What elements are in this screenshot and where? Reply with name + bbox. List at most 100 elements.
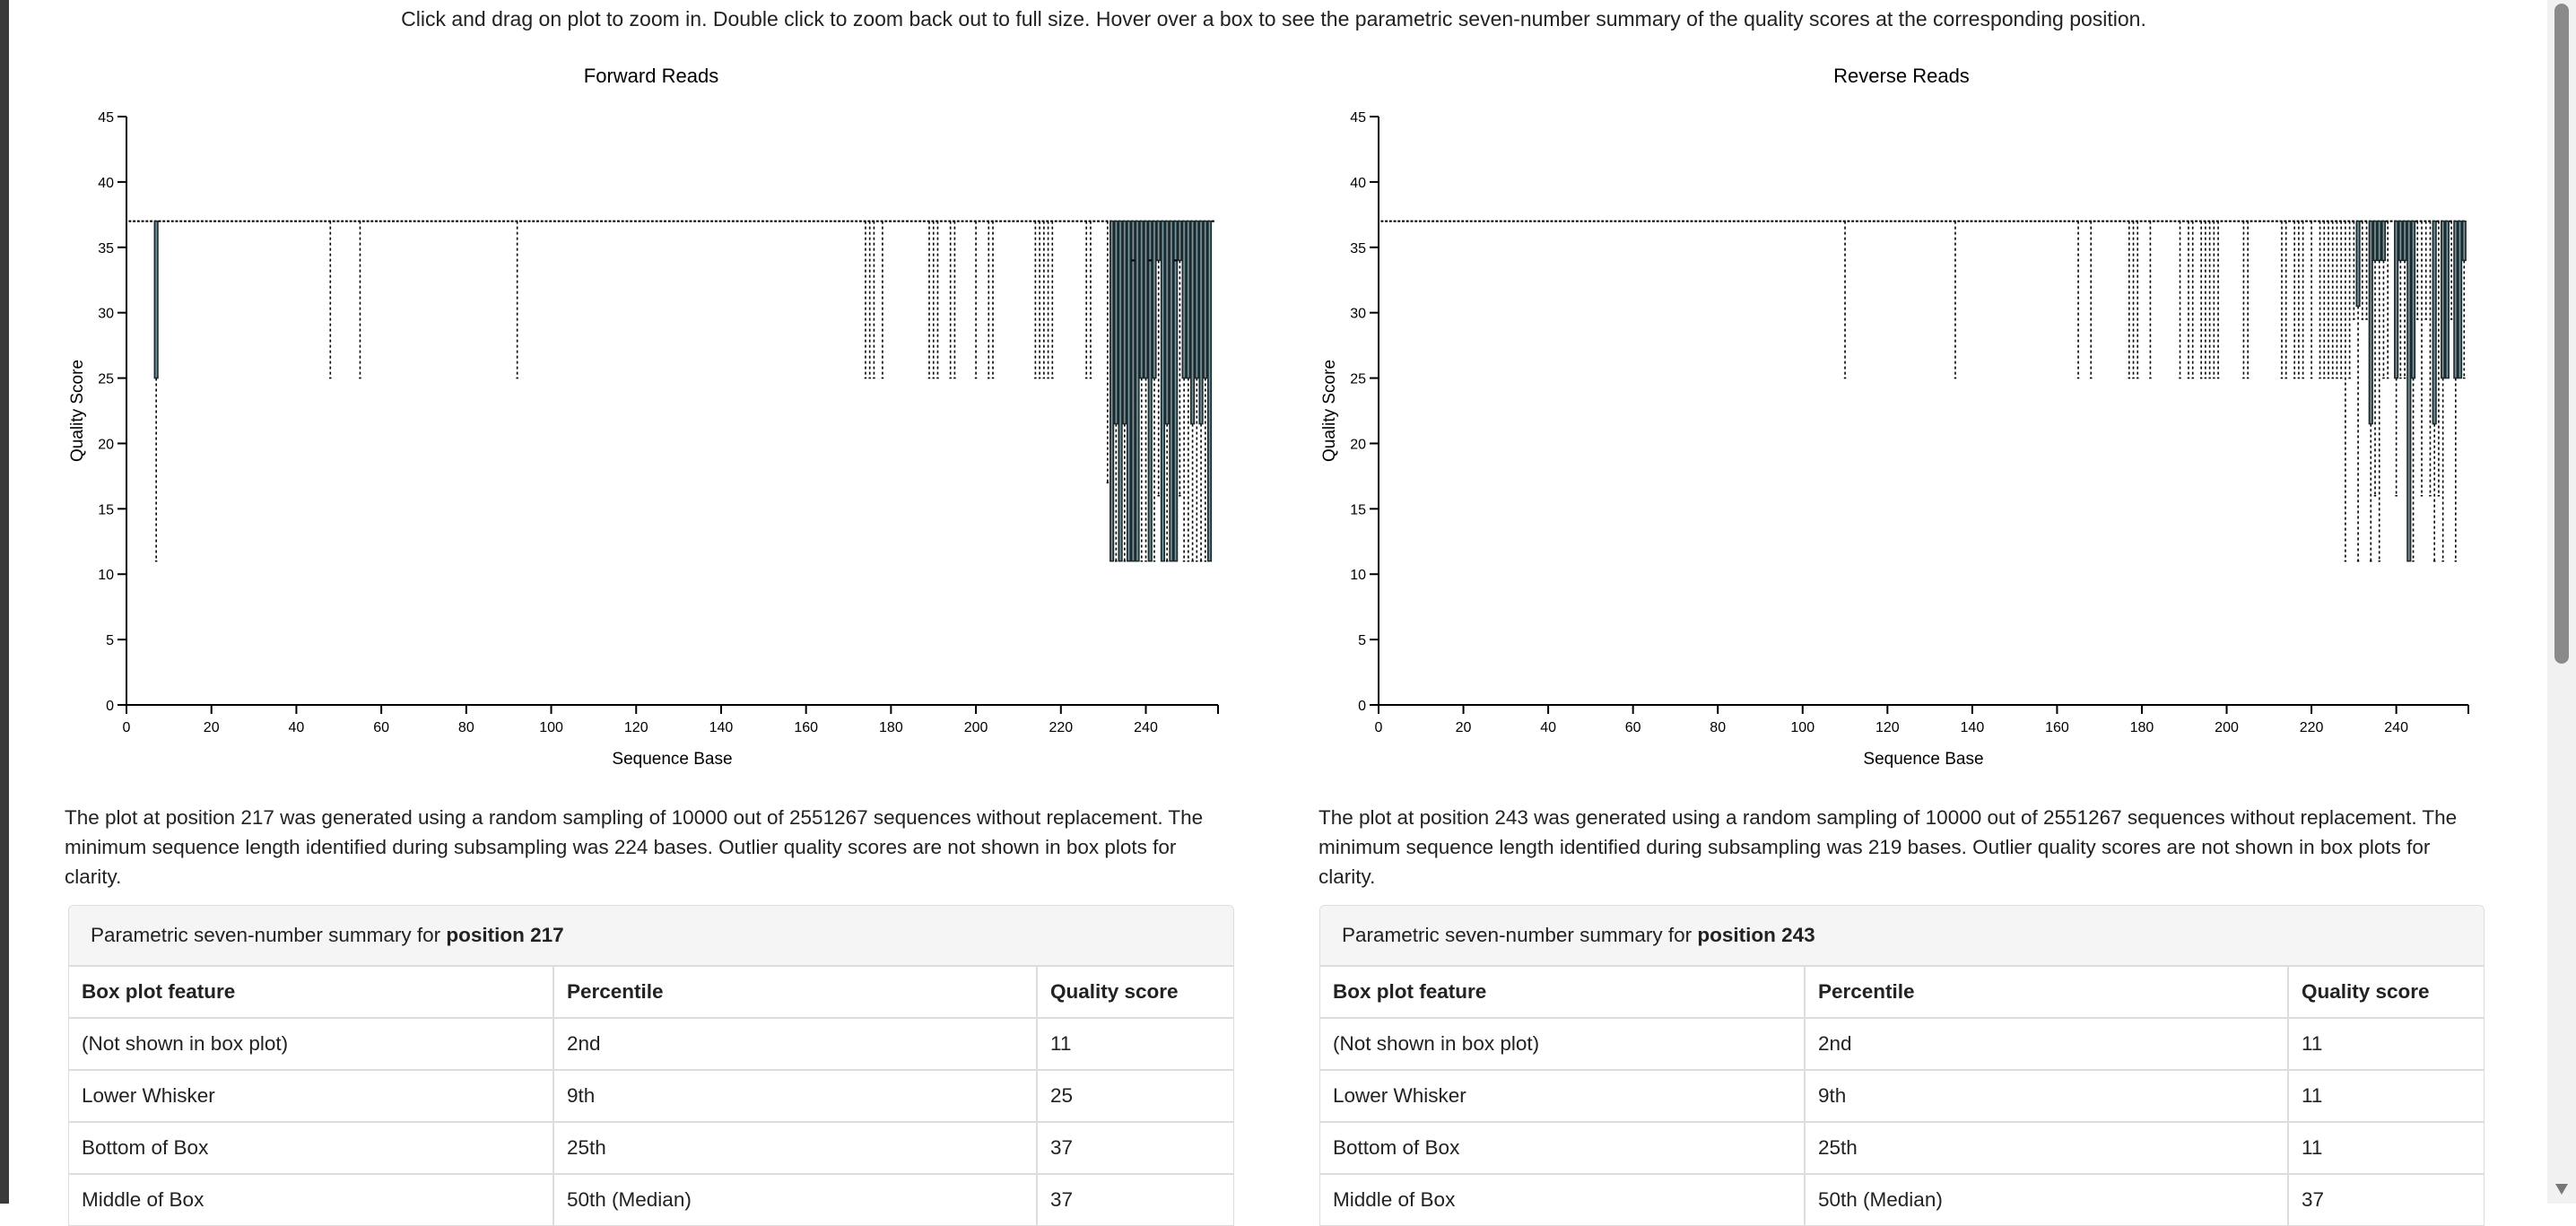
box-position-237[interactable]: [2380, 220, 2387, 379]
box-position-165[interactable]: [2076, 220, 2081, 379]
box-position-191[interactable]: [936, 220, 940, 379]
box-position-223[interactable]: [2321, 220, 2327, 379]
box-position-255[interactable]: [1206, 220, 1213, 562]
box-position-253[interactable]: [2449, 220, 2454, 320]
box-position-190[interactable]: [931, 220, 936, 379]
box-position-218[interactable]: [1049, 220, 1055, 379]
box-position-226[interactable]: [1083, 220, 1089, 379]
box-position-178[interactable]: [880, 220, 885, 379]
box-position-92[interactable]: [515, 220, 520, 379]
box-position-168[interactable]: [2088, 220, 2093, 379]
box-position-229[interactable]: [2347, 220, 2352, 379]
box-position-237[interactable]: [1130, 220, 1136, 562]
box-position-249[interactable]: [1181, 220, 1187, 562]
box-position-243[interactable]: [2406, 220, 2412, 562]
box-position-238[interactable]: [1135, 220, 1140, 562]
box-position-189[interactable]: [927, 220, 932, 379]
scroll-down-arrow-icon[interactable]: [2555, 1184, 2568, 1195]
box-position-230[interactable]: [2351, 220, 2356, 320]
box-position-177[interactable]: [2127, 220, 2132, 379]
box-position-204[interactable]: [2241, 220, 2246, 379]
box-position-232[interactable]: [1110, 220, 1115, 562]
box-position-226[interactable]: [2335, 220, 2339, 379]
box-position-236[interactable]: [1126, 220, 1132, 562]
box-position-203[interactable]: [986, 220, 991, 379]
box-position-254[interactable]: [2453, 220, 2459, 562]
box-position-231[interactable]: [1105, 220, 1110, 483]
box-position-243[interactable]: [1156, 220, 1162, 497]
box-position-245[interactable]: [1164, 220, 1170, 562]
box-position-217[interactable]: [1046, 220, 1050, 379]
box-position-174[interactable]: [863, 220, 868, 379]
box-position-242[interactable]: [2402, 220, 2407, 379]
box-position-246[interactable]: [2419, 220, 2424, 497]
quality-plots[interactable]: Forward Reads Sequence Base Quality Score 0…: [0, 0, 2547, 789]
box-position-197[interactable]: [2211, 220, 2216, 379]
box-position-248[interactable]: [2428, 220, 2432, 497]
box-position-189[interactable]: [2178, 220, 2182, 379]
box-position-222[interactable]: [2318, 220, 2322, 379]
box-position-214[interactable]: [2284, 220, 2289, 379]
box-position-241[interactable]: [2398, 220, 2403, 379]
box-position-228[interactable]: [2343, 220, 2348, 562]
box-position-251[interactable]: [2441, 220, 2446, 562]
box-position-205[interactable]: [2245, 220, 2250, 379]
box-position-204[interactable]: [990, 220, 996, 379]
box-position-252[interactable]: [1194, 220, 1199, 562]
box-position-179[interactable]: [2135, 220, 2140, 379]
box-position-252[interactable]: [2444, 220, 2450, 379]
box-position-7[interactable]: [153, 220, 159, 562]
box-position-215[interactable]: [1037, 220, 1042, 379]
box-position-234[interactable]: [1118, 220, 1123, 562]
box-position-225[interactable]: [2330, 220, 2336, 379]
box-position-216[interactable]: [1041, 220, 1047, 379]
box-position-182[interactable]: [2148, 220, 2153, 379]
box-position-195[interactable]: [953, 220, 957, 379]
box-position-235[interactable]: [2372, 220, 2378, 497]
box-position-227[interactable]: [2338, 220, 2344, 379]
box-position-213[interactable]: [2279, 220, 2284, 379]
box-position-194[interactable]: [948, 220, 953, 379]
box-position-217[interactable]: [2296, 220, 2302, 379]
box-position-239[interactable]: [1139, 220, 1144, 562]
box-position-244[interactable]: [2410, 220, 2416, 562]
box-position-241[interactable]: [1147, 220, 1153, 562]
box-position-240[interactable]: [1143, 220, 1149, 562]
reverse-reads-plot[interactable]: Reverse Reads Sequence Base Quality Score 0…: [1320, 65, 2469, 769]
box-position-220[interactable]: [2309, 220, 2314, 379]
box-position-136[interactable]: [1953, 220, 1958, 379]
box-position-55[interactable]: [358, 220, 362, 379]
box-position-200[interactable]: [973, 220, 979, 379]
box-position-216[interactable]: [2292, 220, 2297, 379]
box-position-240[interactable]: [2394, 220, 2399, 497]
scrollbar-thumb[interactable]: [2554, 4, 2569, 664]
box-position-244[interactable]: [1160, 220, 1166, 562]
box-position-245[interactable]: [2415, 220, 2420, 320]
box-position-232[interactable]: [2360, 220, 2365, 320]
box-position-251[interactable]: [1189, 220, 1196, 562]
box-position-238[interactable]: [2385, 220, 2390, 379]
box-position-242[interactable]: [1152, 220, 1157, 562]
box-position-191[interactable]: [2186, 220, 2191, 379]
box-position-110[interactable]: [1842, 220, 1848, 379]
box-position-48[interactable]: [327, 220, 333, 379]
box-position-233[interactable]: [2364, 220, 2369, 320]
box-position-253[interactable]: [1198, 220, 1204, 562]
box-position-236[interactable]: [2377, 220, 2382, 562]
box-position-235[interactable]: [1122, 220, 1127, 562]
box-position-194[interactable]: [2198, 220, 2204, 379]
box-position-248[interactable]: [1177, 220, 1182, 497]
box-position-192[interactable]: [2190, 220, 2196, 379]
forward-reads-plot[interactable]: Forward Reads Sequence Base Quality Score 0…: [68, 65, 1219, 769]
box-position-218[interactable]: [2301, 220, 2305, 379]
box-position-214[interactable]: [1033, 220, 1038, 379]
box-position-175[interactable]: [867, 220, 873, 379]
box-position-198[interactable]: [2215, 220, 2221, 379]
box-position-224[interactable]: [2326, 220, 2331, 379]
box-position-250[interactable]: [1186, 220, 1191, 562]
box-position-249[interactable]: [2432, 220, 2437, 562]
box-position-247[interactable]: [2424, 220, 2429, 320]
vertical-scrollbar[interactable]: [2547, 0, 2576, 1204]
box-position-247[interactable]: [1173, 220, 1179, 562]
box-position-254[interactable]: [1203, 220, 1208, 562]
